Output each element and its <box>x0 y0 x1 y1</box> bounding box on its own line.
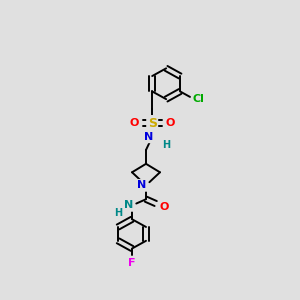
Text: O: O <box>160 202 169 212</box>
Text: Cl: Cl <box>193 94 205 104</box>
Text: F: F <box>128 258 136 268</box>
Text: N: N <box>124 200 133 210</box>
Text: H: H <box>162 140 170 150</box>
Text: O: O <box>130 118 139 128</box>
Text: O: O <box>165 118 175 128</box>
Text: N: N <box>144 132 153 142</box>
Text: H: H <box>114 208 122 218</box>
Text: S: S <box>148 116 157 130</box>
Text: N: N <box>137 180 147 190</box>
